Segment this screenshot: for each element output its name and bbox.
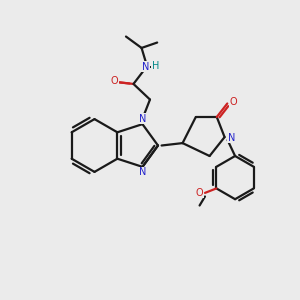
Text: N: N (227, 133, 235, 143)
Text: O: O (196, 188, 203, 198)
Text: O: O (111, 76, 119, 86)
Text: N: N (142, 62, 149, 72)
Text: H: H (152, 61, 159, 71)
Text: O: O (230, 97, 237, 107)
Text: N: N (140, 167, 147, 177)
Text: N: N (140, 114, 147, 124)
